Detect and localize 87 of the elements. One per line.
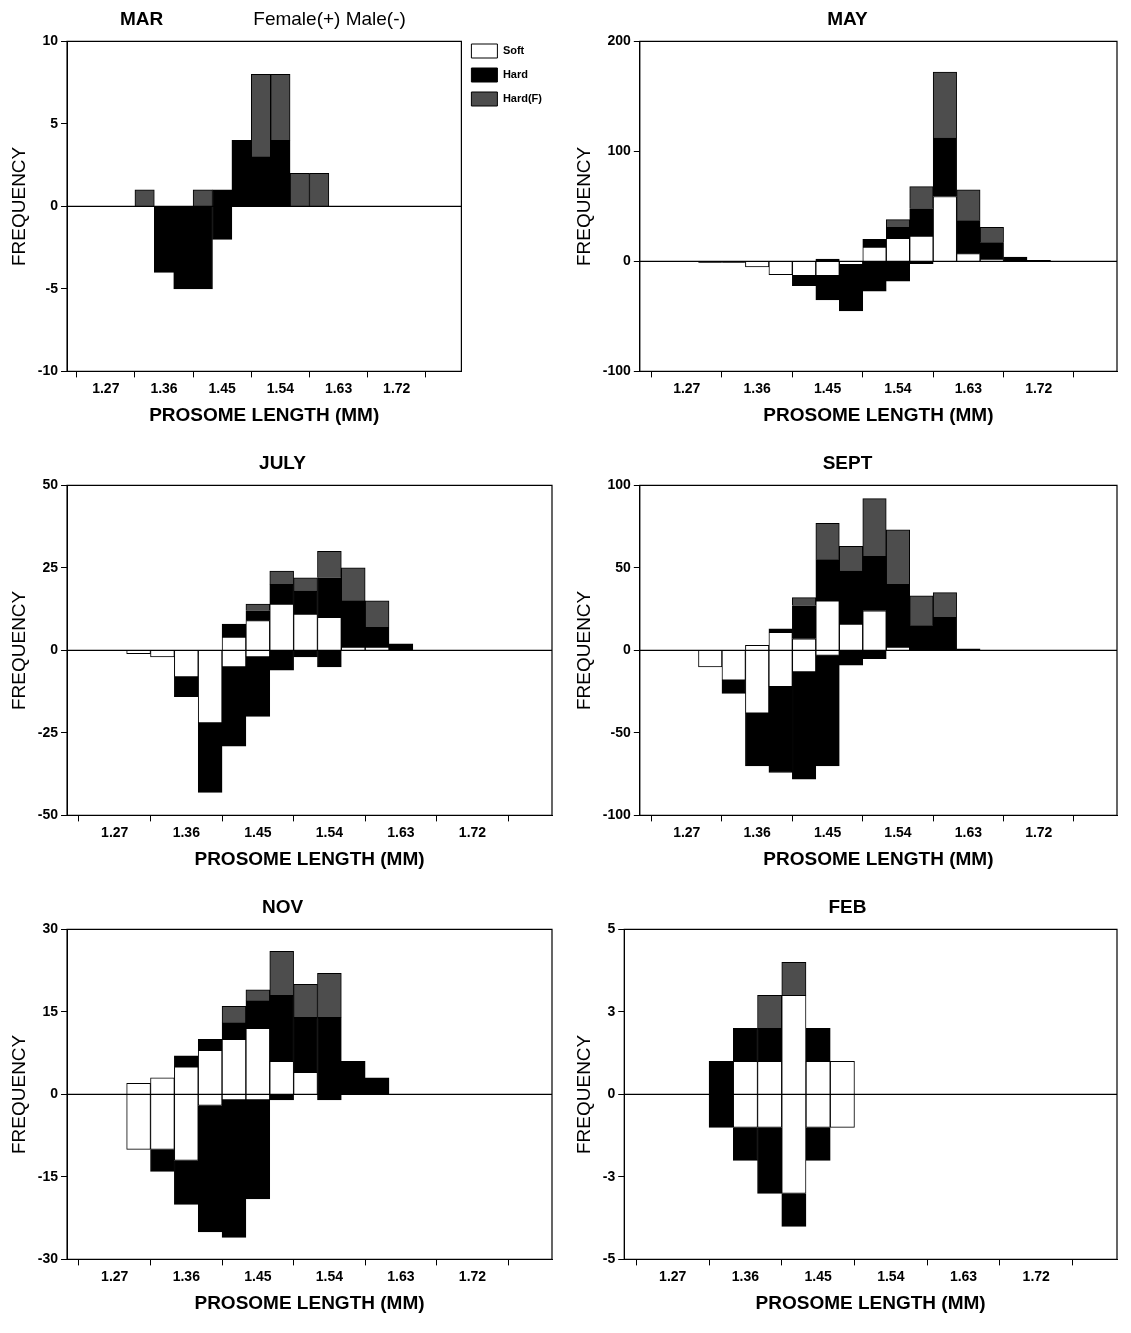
- x-tick-label: 1.27: [673, 379, 701, 396]
- x-tick-label: 1.54: [266, 379, 295, 396]
- x-tick-label: 1.45: [244, 823, 272, 840]
- y-axis-title: FREQUENCY: [572, 590, 594, 711]
- x-tick-label: 1.63: [954, 379, 983, 396]
- x-tick-label: 1.54: [315, 1267, 344, 1284]
- x-tick-label: 1.54: [315, 823, 344, 840]
- x-tick-label: 1.36: [743, 823, 771, 840]
- y-tick-label: -100: [602, 362, 632, 379]
- x-tick-label: 1.54: [877, 1267, 905, 1284]
- x-tick-label: 1.63: [387, 1267, 415, 1284]
- legend-label: Hard: [502, 68, 528, 81]
- x-tick-label: 1.72: [458, 823, 487, 840]
- x-axis-title: PROSOME LENGTH (MM): [194, 1291, 425, 1313]
- y-tick-label: 15: [42, 1002, 59, 1019]
- x-tick-label: 1.27: [659, 1267, 687, 1284]
- y-tick-label: -3: [602, 1167, 616, 1184]
- x-tick-label: 1.36: [150, 379, 178, 396]
- y-tick-label: -5: [602, 1250, 616, 1267]
- x-tick-label: 1.27: [92, 379, 120, 396]
- y-tick-label: -10: [37, 362, 59, 379]
- chart-title: MAY: [827, 8, 868, 30]
- y-tick-label: 5: [50, 114, 59, 131]
- x-tick-label: 1.63: [387, 823, 415, 840]
- chart-title: NOV: [261, 896, 304, 918]
- y-tick-label: -100: [602, 806, 632, 823]
- chart-title: MAR: [120, 8, 164, 30]
- chart-title: SEPT: [822, 452, 873, 474]
- y-tick-label: 50: [615, 558, 632, 575]
- y-tick-label: -50: [610, 723, 632, 740]
- y-tick-label: -30: [37, 1250, 59, 1267]
- x-tick-label: 1.27: [101, 823, 129, 840]
- legend-label: Hard(F): [502, 92, 543, 105]
- y-tick-label: -15: [37, 1167, 59, 1184]
- x-tick-label: 1.54: [884, 823, 912, 840]
- x-axis-title: PROSOME LENGTH (MM): [763, 847, 994, 869]
- chart-title: JULY: [259, 452, 306, 474]
- x-tick-label: 1.63: [324, 379, 353, 396]
- y-tick-label: 0: [623, 641, 632, 658]
- y-tick-label: 50: [42, 476, 59, 493]
- x-tick-label: 1.45: [813, 379, 842, 396]
- x-tick-label: 1.72: [383, 379, 411, 396]
- x-tick-label: 1.27: [673, 823, 701, 840]
- y-tick-label: 0: [623, 252, 632, 269]
- y-tick-label: 3: [607, 1002, 616, 1019]
- x-tick-label: 1.45: [804, 1267, 832, 1284]
- y-tick-label: 30: [42, 920, 59, 937]
- x-axis-title: PROSOME LENGTH (MM): [763, 403, 994, 425]
- legend-label: Soft: [502, 44, 525, 57]
- x-tick-label: 1.36: [172, 1267, 201, 1284]
- y-tick-label: -25: [37, 723, 59, 740]
- chart-title: FEB: [828, 896, 867, 918]
- x-axis-title: PROSOME LENGTH (MM): [194, 847, 425, 869]
- x-axis-title: PROSOME LENGTH (MM): [755, 1291, 986, 1313]
- y-tick-label: -5: [45, 279, 59, 296]
- x-tick-label: 1.72: [1022, 1267, 1051, 1284]
- y-axis-title: FREQUENCY: [572, 1034, 594, 1155]
- y-axis-title: FREQUENCY: [572, 146, 594, 267]
- y-tick-label: 0: [50, 1085, 59, 1102]
- y-tick-label: 10: [42, 32, 59, 49]
- x-tick-label: 1.63: [954, 823, 983, 840]
- x-tick-label: 1.72: [1025, 379, 1053, 396]
- x-tick-label: 1.27: [101, 1267, 129, 1284]
- y-tick-label: 100: [607, 476, 632, 493]
- x-axis-title: PROSOME LENGTH (MM): [149, 403, 380, 425]
- x-tick-label: 1.36: [743, 379, 771, 396]
- x-tick-label: 1.54: [884, 379, 912, 396]
- x-tick-label: 1.63: [949, 1267, 978, 1284]
- y-tick-label: 100: [607, 142, 632, 159]
- x-tick-label: 1.72: [458, 1267, 487, 1284]
- y-tick-label: 0: [607, 1085, 616, 1102]
- x-tick-label: 1.36: [731, 1267, 760, 1284]
- x-tick-label: 1.45: [244, 1267, 272, 1284]
- y-tick-label: 0: [50, 197, 59, 214]
- y-axis-title: FREQUENCY: [7, 590, 29, 711]
- y-tick-label: -50: [37, 806, 59, 823]
- x-tick-label: 1.36: [172, 823, 201, 840]
- x-tick-label: 1.45: [208, 379, 237, 396]
- y-tick-label: 200: [607, 32, 632, 49]
- y-tick-label: 5: [607, 920, 616, 937]
- x-tick-label: 1.72: [1025, 823, 1053, 840]
- y-tick-label: 25: [42, 558, 59, 575]
- x-tick-label: 1.45: [813, 823, 842, 840]
- y-tick-label: 0: [50, 641, 59, 658]
- y-axis-title: FREQUENCY: [7, 146, 29, 267]
- chart-subtitle: Female(+) Male(-): [253, 8, 406, 30]
- y-axis-title: FREQUENCY: [7, 1034, 29, 1155]
